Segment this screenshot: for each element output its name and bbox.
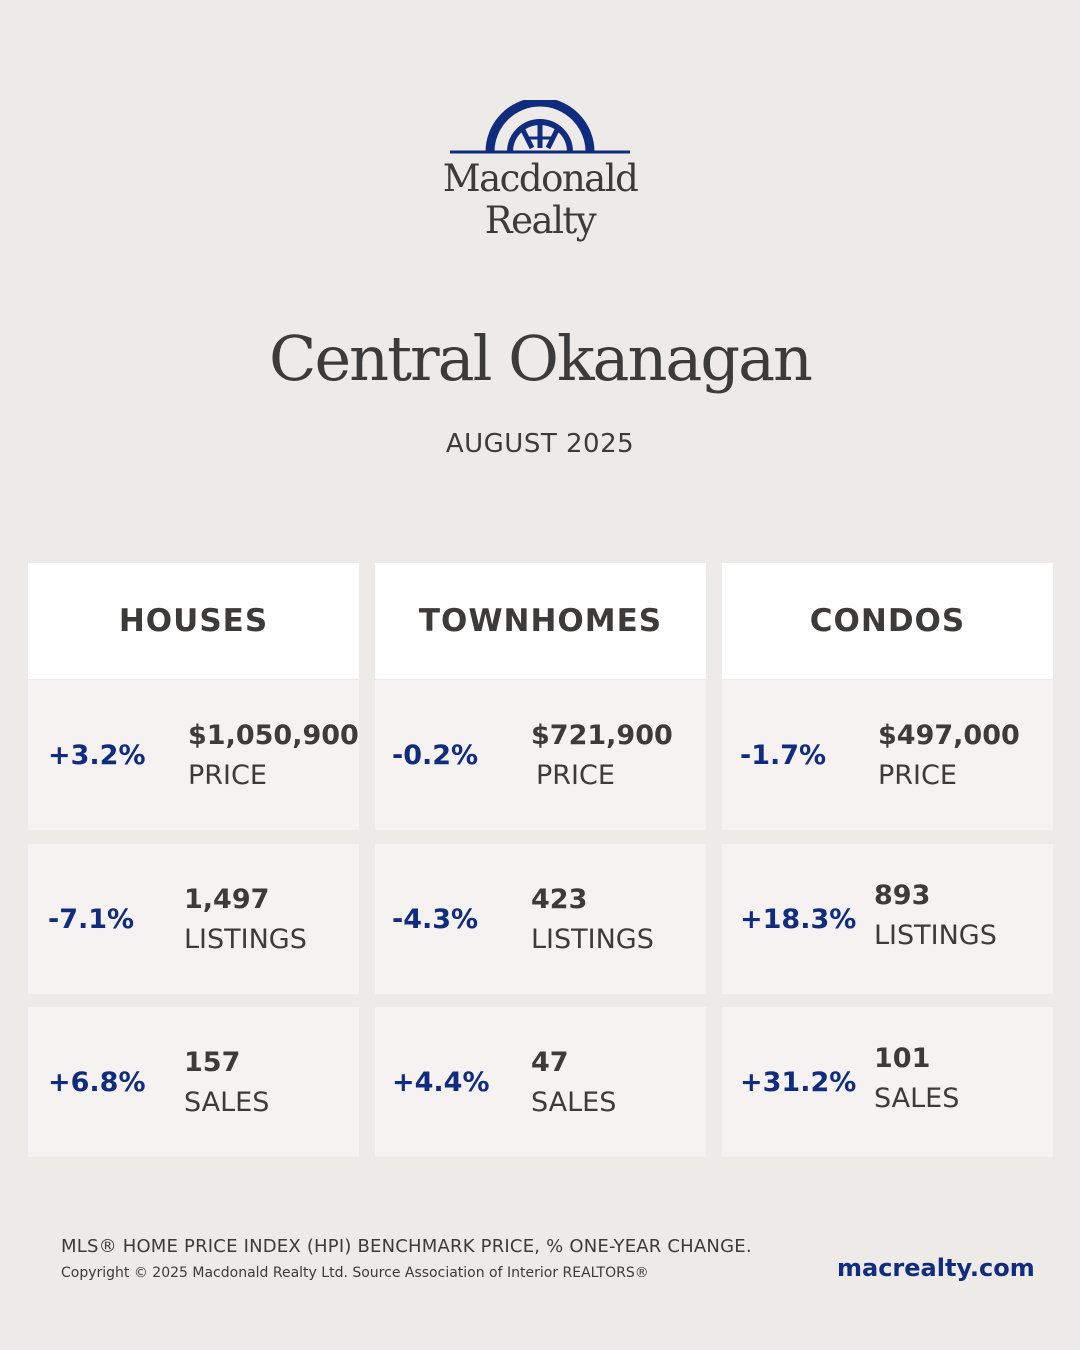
sales-label: SALES [874,1083,960,1114]
sales-label: SALES [184,1087,270,1118]
region-title: Central Okanagan [269,322,813,395]
column-header-townhomes: TOWNHOMES [375,563,706,679]
sunrise-arch-icon [450,100,630,154]
website-link[interactable]: macrealty.com [837,1254,1035,1282]
sales-label: SALES [531,1087,617,1118]
price-label: PRICE [536,760,615,791]
price-value: $1,050,900 [188,720,359,751]
price-change: +3.2% [48,739,146,771]
townhomes-listings-card: -4.3% 423 LISTINGS [375,844,706,994]
listings-value: 893 [874,880,931,911]
column-header-houses: HOUSES [28,563,359,679]
methodology-note: MLS® HOME PRICE INDEX (HPI) BENCHMARK PR… [61,1236,752,1257]
price-label: PRICE [878,760,957,791]
listings-label: LISTINGS [874,920,997,951]
listings-value: 423 [531,884,588,915]
sales-value: 47 [531,1047,569,1078]
condos-column: CONDOS -1.7% $497,000 PRICE +18.3% 893 L… [722,563,1053,1157]
listings-value: 1,497 [184,884,270,915]
townhomes-sales-card: +4.4% 47 SALES [375,1007,706,1157]
townhomes-column: TOWNHOMES -0.2% $721,900 PRICE -4.3% 423… [375,563,706,1157]
houses-sales-card: +6.8% 157 SALES [28,1007,359,1157]
listings-change: -7.1% [48,903,135,935]
logo-wordmark-line2: Realty [484,199,597,242]
listings-change: -4.3% [392,903,479,935]
townhomes-price-card: -0.2% $721,900 PRICE [375,680,706,830]
copyright-notice: Copyright © 2025 Macdonald Realty Ltd. S… [61,1265,649,1281]
sales-change: +31.2% [740,1066,857,1098]
listings-label: LISTINGS [531,924,654,955]
houses-price-card: +3.2% $1,050,900 PRICE [28,680,359,830]
condos-price-card: -1.7% $497,000 PRICE [722,680,1053,830]
sales-value: 157 [184,1047,241,1078]
report-period: AUGUST 2025 [445,429,635,459]
price-change: -0.2% [392,739,479,771]
houses-listings-card: -7.1% 1,497 LISTINGS [28,844,359,994]
price-value: $497,000 [878,720,1020,751]
column-header-condos: CONDOS [722,563,1053,679]
listings-label: LISTINGS [184,924,307,955]
houses-column: HOUSES +3.2% $1,050,900 PRICE -7.1% 1,49… [28,563,359,1157]
condos-listings-card: +18.3% 893 LISTINGS [722,844,1053,994]
price-change: -1.7% [740,739,827,771]
price-label: PRICE [188,760,267,791]
listings-change: +18.3% [740,903,857,935]
price-value: $721,900 [531,720,673,751]
sales-change: +4.4% [392,1066,490,1098]
condos-sales-card: +31.2% 101 SALES [722,1007,1053,1157]
logo-wordmark-line1: Macdonald [442,157,639,200]
sales-value: 101 [874,1043,931,1074]
sales-change: +6.8% [48,1066,146,1098]
brand-logo: Macdonald Realty [440,100,640,242]
